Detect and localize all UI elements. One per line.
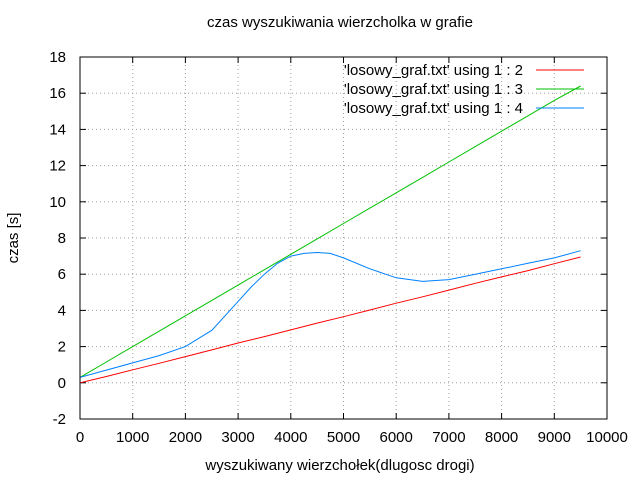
y-tick-label: -2 [53, 411, 66, 428]
series-line-3 [79, 250, 581, 378]
y-tick-label: 14 [49, 121, 66, 138]
legend: 'losowy_graf.txt' using 1 : 2 'losowy_gra… [344, 62, 584, 117]
x-tick-label: 0 [76, 429, 84, 446]
x-tick-label: 1000 [116, 429, 149, 446]
series-line-2 [79, 85, 581, 378]
legend-entry-label: 'losowy_graf.txt' using 1 : 3 [344, 81, 523, 98]
x-tick-label: 2000 [169, 429, 202, 446]
x-tick-label: 4000 [274, 429, 307, 446]
y-tick-label: 2 [58, 339, 66, 356]
x-tick-label: 9000 [538, 429, 571, 446]
x-tick-label: 10000 [586, 429, 628, 446]
legend-entry-label: 'losowy_graf.txt' using 1 : 4 [344, 100, 523, 117]
x-tick-label: 7000 [432, 429, 465, 446]
y-tick-label: 18 [49, 49, 66, 66]
x-axis-label: wyszukiwany wierzchołek(dlugosc drogi) [204, 457, 474, 474]
x-tick-label: 5000 [327, 429, 360, 446]
x-tick-label: 3000 [221, 429, 254, 446]
x-tick-label: 6000 [380, 429, 413, 446]
grid-layer [80, 57, 607, 419]
legend-entry-label: 'losowy_graf.txt' using 1 : 2 [344, 62, 523, 79]
y-tick-label: 8 [58, 230, 66, 247]
y-tick-label: 16 [49, 85, 66, 102]
y-axis-label: czas [s] [5, 213, 22, 264]
y-tick-label: 10 [49, 194, 66, 211]
y-tick-label: 6 [58, 266, 66, 283]
tick-layer: 0 1000 2000 3000 4000 5000 6000 7000 8000 9000 100… [49, 49, 628, 446]
y-tick-label: 4 [58, 302, 66, 319]
x-tick-label: 8000 [485, 429, 518, 446]
chart-title: czas wyszukiwania wierzcholka w grafie [207, 14, 473, 31]
series-line-1 [79, 256, 581, 384]
y-tick-label: 12 [49, 158, 66, 175]
plot-frame [79, 56, 608, 420]
y-tick-label: 0 [58, 375, 66, 392]
series-layer [79, 85, 581, 384]
